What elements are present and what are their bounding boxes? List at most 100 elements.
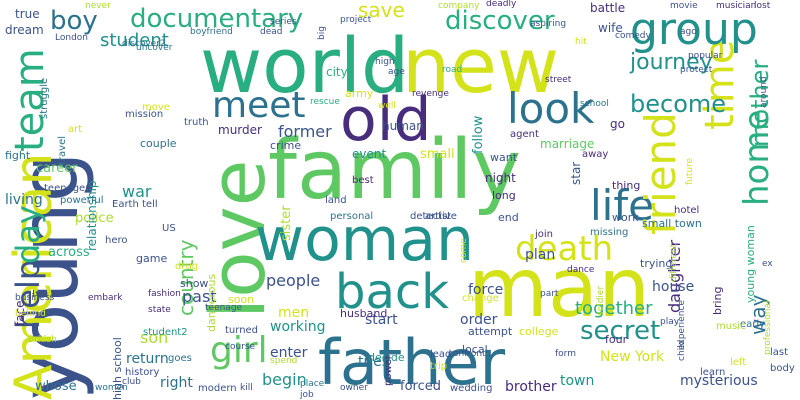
word-ex: ex bbox=[762, 259, 773, 269]
word-across: across bbox=[48, 245, 90, 260]
word-detective: detective bbox=[410, 211, 457, 222]
word-protect: protect bbox=[680, 65, 713, 75]
word-brother: brother bbox=[505, 379, 557, 395]
word-human: human bbox=[382, 119, 424, 133]
word-mission: mission bbox=[125, 109, 164, 120]
word-move: move bbox=[142, 102, 170, 113]
word-owner: owner bbox=[340, 383, 368, 393]
word-family: family bbox=[268, 123, 522, 218]
word-husband: husband bbox=[340, 307, 388, 320]
word-aspiring: aspiring bbox=[530, 19, 567, 29]
word-discover: discover bbox=[445, 6, 555, 36]
word-bring: bring bbox=[711, 286, 724, 315]
word-join: join bbox=[535, 229, 554, 240]
word-early: early bbox=[740, 319, 766, 330]
word-order: order bbox=[460, 312, 498, 328]
word-age: age bbox=[388, 67, 405, 77]
word-artist: artist bbox=[425, 211, 452, 222]
word-end: end bbox=[498, 211, 519, 224]
word-game: game bbox=[136, 252, 168, 265]
word-murder: murder bbox=[218, 123, 262, 137]
word-hotel: hotel bbox=[674, 205, 700, 216]
word-meet: meet bbox=[212, 85, 306, 126]
word-death: death bbox=[515, 229, 614, 269]
word-town: town bbox=[560, 373, 595, 389]
word-never: never bbox=[85, 1, 111, 11]
word-boy: boy bbox=[50, 6, 98, 36]
word-art: art bbox=[68, 124, 83, 135]
word-power: power bbox=[383, 355, 394, 386]
word-earth: Earth bbox=[112, 199, 139, 210]
word-sister: sister bbox=[279, 205, 294, 241]
word-wedding: wedding bbox=[450, 383, 493, 394]
word-ago: ago bbox=[680, 27, 697, 37]
word-behind: behind bbox=[15, 309, 46, 319]
word-long: long bbox=[492, 189, 516, 202]
word-secret: secret bbox=[580, 316, 661, 346]
word-change: change bbox=[462, 293, 499, 304]
word-history: history bbox=[125, 367, 160, 378]
word-show: show bbox=[180, 277, 209, 290]
word-small: small bbox=[420, 147, 455, 162]
word-night: night bbox=[485, 171, 516, 185]
word-club: club bbox=[122, 377, 141, 387]
word-four: four bbox=[605, 333, 628, 346]
word-embark: embark bbox=[88, 293, 123, 303]
word-around: around bbox=[759, 76, 769, 108]
word-force: force bbox=[468, 282, 504, 298]
word-struggle: struggle bbox=[39, 77, 50, 119]
word-missing: missing bbox=[590, 227, 629, 238]
word-play: play bbox=[660, 317, 680, 327]
word-old: old bbox=[340, 85, 432, 155]
word-man: man bbox=[468, 241, 651, 336]
word-last: last bbox=[770, 347, 789, 358]
word-student-small: student2 bbox=[143, 327, 188, 338]
word-hero: hero bbox=[105, 235, 128, 246]
word-woman: woman bbox=[255, 205, 475, 275]
word-decide: decide bbox=[368, 351, 405, 364]
word-working: working bbox=[270, 319, 326, 335]
word-company: company bbox=[438, 1, 480, 11]
word-turned: turned bbox=[225, 325, 259, 336]
word-father: father bbox=[318, 326, 506, 399]
word-learn: learn bbox=[700, 367, 726, 378]
word-world: world bbox=[200, 21, 410, 110]
word-different: different bbox=[669, 243, 679, 282]
word-high: high bbox=[375, 57, 395, 67]
word-teenage: teenage bbox=[205, 303, 243, 313]
word-comedy: comedy bbox=[615, 31, 651, 41]
word-come: come bbox=[459, 238, 469, 263]
word-wife: wife bbox=[598, 21, 623, 35]
word-dance: dance bbox=[567, 265, 595, 275]
word-small-town: small town bbox=[642, 217, 702, 230]
word-student: student bbox=[100, 30, 169, 51]
word-marriage: marriage bbox=[540, 137, 595, 151]
word-movie: movie bbox=[670, 1, 698, 11]
word-girl: girl bbox=[210, 330, 268, 371]
word-uncover: uncover bbox=[136, 43, 173, 53]
word-teenager: teenager bbox=[44, 183, 90, 194]
word-soldier: soldier bbox=[596, 285, 606, 316]
word-whose: whose bbox=[35, 379, 77, 394]
word-back: back bbox=[335, 264, 450, 320]
word-city: city bbox=[326, 65, 348, 79]
word-us: US bbox=[162, 223, 176, 234]
word-away: away bbox=[582, 149, 609, 160]
word-journey: journey bbox=[630, 50, 713, 75]
word-want: want bbox=[490, 151, 518, 164]
word-start: start bbox=[365, 312, 398, 328]
word-best: best bbox=[352, 175, 374, 186]
word-goes: goes bbox=[168, 353, 192, 364]
word-return: return bbox=[126, 351, 169, 367]
word-land: land bbox=[325, 195, 347, 206]
word-begin: begin bbox=[262, 370, 307, 389]
word-hit: hit bbox=[575, 37, 587, 47]
word-well: well bbox=[378, 101, 396, 111]
word-plan: plan bbox=[525, 247, 556, 263]
word-follow: follow bbox=[471, 115, 486, 154]
word-local: local bbox=[462, 343, 488, 356]
word-past: past bbox=[182, 287, 217, 306]
word-new: new bbox=[402, 21, 560, 110]
word-rescue: rescue bbox=[310, 97, 340, 107]
